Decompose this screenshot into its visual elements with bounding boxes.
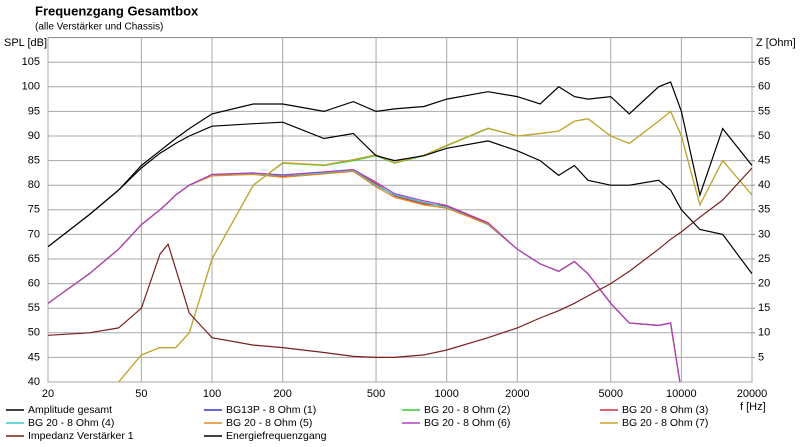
y2-tick-label: 10 [758,327,770,339]
x-tick-label: 2000 [505,388,529,400]
legend-label: Energiefrequenzgang [226,430,327,442]
x-tick-label: 20000 [737,388,768,400]
y-tick-label: 90 [28,130,40,142]
legend-label: BG13P - 8 Ohm (1) [226,404,316,416]
y-tick-label: 100 [22,81,40,93]
y2-tick-label: 40 [758,179,770,191]
y2-tick-label: 5 [758,351,764,363]
x-axis-label: f [Hz] [740,401,766,413]
y2-tick-label: 45 [758,155,770,167]
series-line [48,168,681,382]
legend-label: BG 20 - 8 Ohm (5) [226,417,312,429]
legend-label: BG 20 - 8 Ohm (2) [424,404,510,416]
y-tick-label: 105 [22,56,40,68]
legend-label: Impedanz Verstärker 1 [28,430,134,442]
y-axis-label: SPL [dB] [4,37,47,49]
legend-label: BG 20 - 8 Ohm (3) [622,404,708,416]
y-tick-label: 70 [28,228,40,240]
legend-label: Amplitude gesamt [28,404,112,416]
y2-tick-label: 25 [758,253,770,265]
y2-axis-label: Z [Ohm] [756,37,796,49]
y-tick-label: 60 [28,278,40,290]
x-tick-label: 500 [367,388,385,400]
plot-lines [48,81,752,382]
legend-label: BG 20 - 8 Ohm (7) [622,417,708,429]
x-tick-label: 10000 [666,388,697,400]
y2-tick-label: 15 [758,302,770,314]
y2-tick-label: 65 [758,56,770,68]
y-tick-label: 85 [28,155,40,167]
y-tick-label: 75 [28,204,40,216]
y2-tick-label: 50 [758,130,770,142]
y2-tick-label: 35 [758,204,770,216]
series-line [48,167,752,358]
x-tick-label: 20 [42,388,54,400]
y2-tick-label: 60 [758,81,770,93]
y-tick-label: 40 [28,376,40,388]
y-tick-label: 95 [28,105,40,117]
y-tick-label: 50 [28,327,40,339]
y2-tick-label: 55 [758,105,770,117]
y-tick-label: 80 [28,179,40,191]
x-tick-label: 5000 [598,388,622,400]
chart-subtitle: (alle Verstärker und Chassis) [35,22,163,33]
series-line [48,121,752,275]
x-tick-label: 1000 [434,388,458,400]
y-tick-label: 55 [28,302,40,314]
legend-label: BG 20 - 8 Ohm (4) [28,417,114,429]
legend-label: BG 20 - 8 Ohm (6) [424,417,510,429]
y2-tick-label: 20 [758,278,770,290]
y-tick-label: 45 [28,351,40,363]
chart-title: Frequenzgang Gesamtbox [35,3,199,18]
x-tick-label: 200 [273,388,291,400]
x-tick-label: 50 [135,388,147,400]
y2-tick-label: 30 [758,228,770,240]
series-line [48,81,752,248]
x-tick-label: 100 [203,388,221,400]
y-tick-label: 65 [28,253,40,265]
